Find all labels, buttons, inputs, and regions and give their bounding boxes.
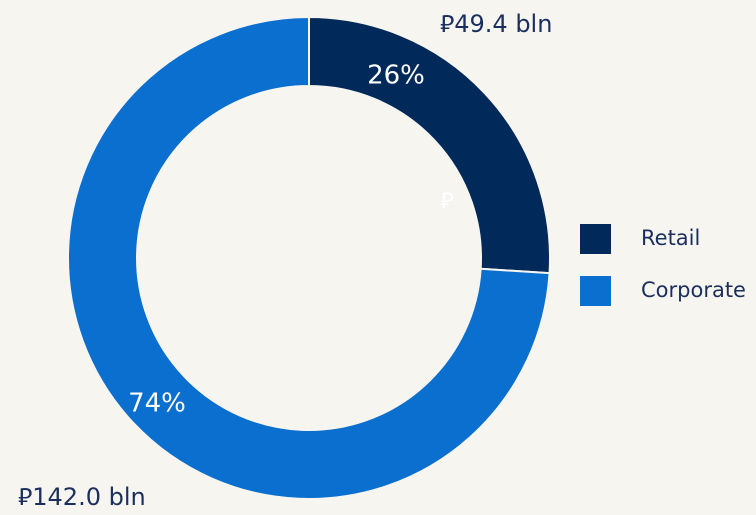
- annotation: ⃁142.0 bln: [18, 483, 146, 511]
- legend-swatch: [580, 276, 611, 306]
- annotation: ⃁: [440, 189, 453, 214]
- legend-label: Retail: [641, 226, 700, 250]
- value-label: 26%: [367, 61, 425, 91]
- annotation: ⃁49.4 bln: [440, 10, 552, 38]
- legend-label: Corporate: [641, 278, 746, 302]
- donut-slice: [308, 15, 551, 275]
- legend-swatch: [580, 224, 611, 254]
- donut-slice: [67, 15, 551, 500]
- value-label: 74%: [128, 389, 186, 419]
